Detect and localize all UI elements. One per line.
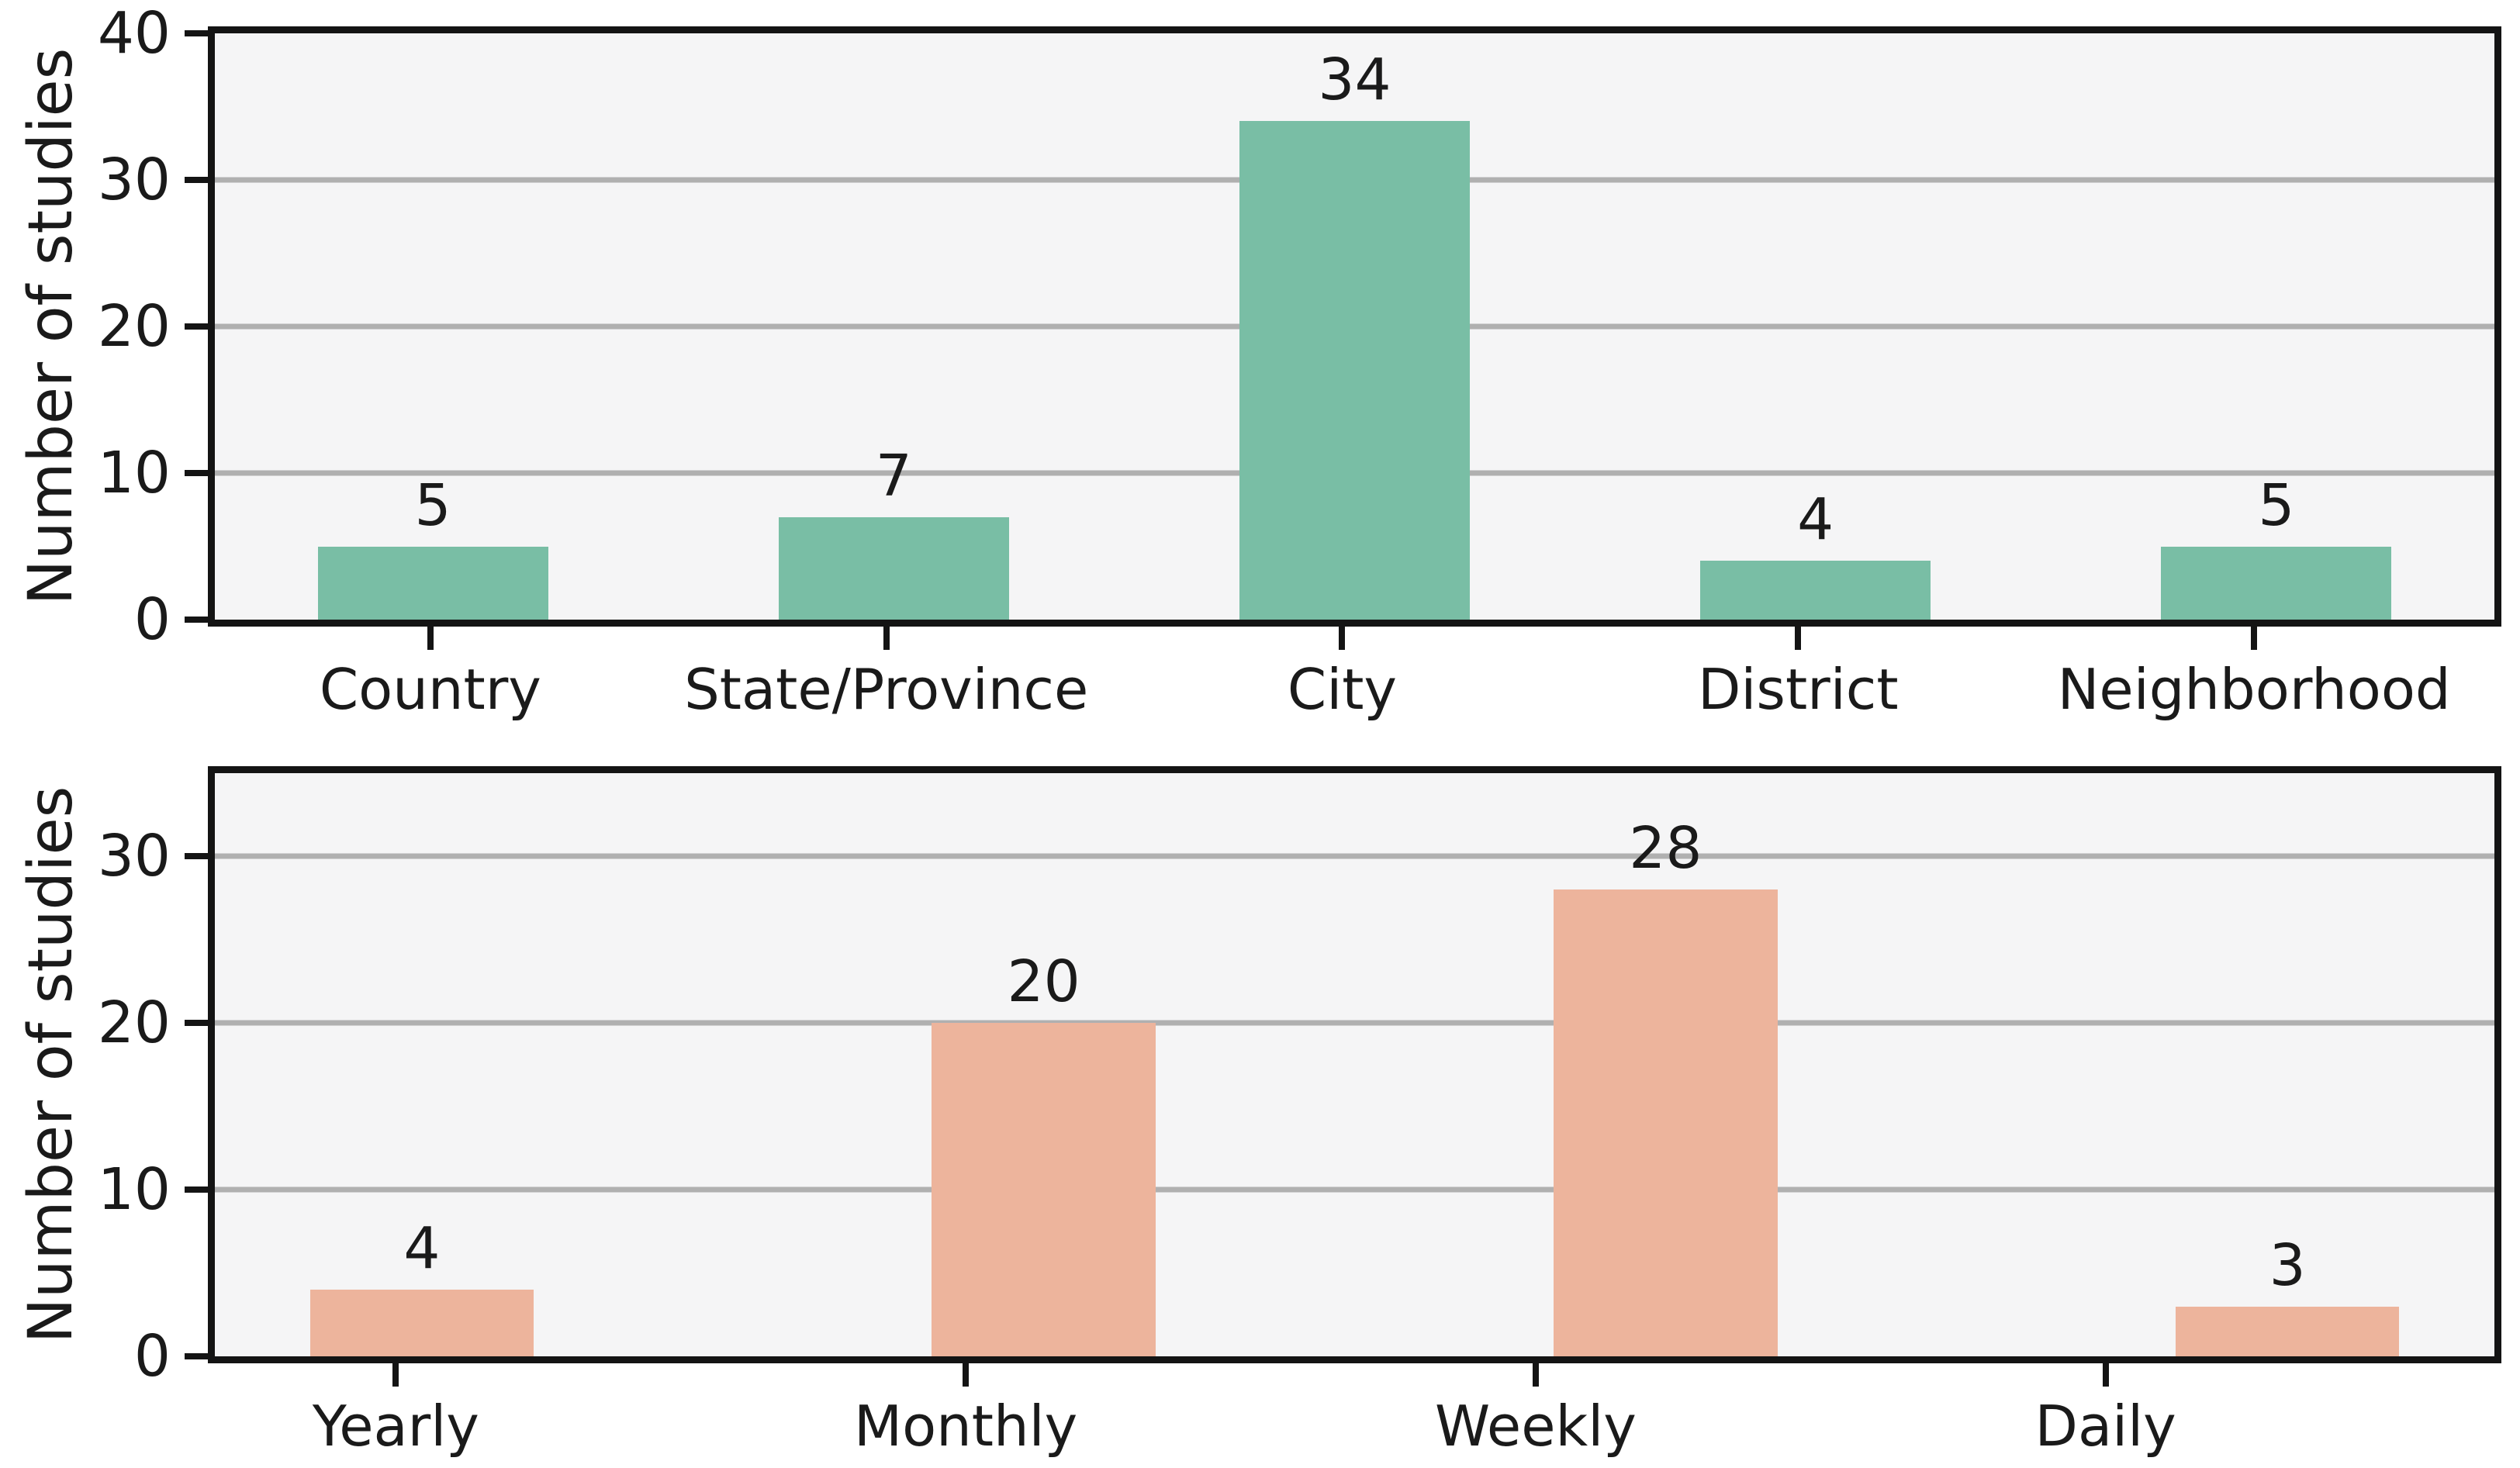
- x-tick-label: City: [1287, 657, 1398, 722]
- x-category: District: [1570, 627, 2026, 720]
- x-tick-label: Country: [319, 657, 541, 722]
- bar-city: [1239, 121, 1471, 620]
- bar-value-label: 7: [875, 442, 912, 509]
- x-axis: Country State/Province City District Neighbo…: [202, 627, 2482, 720]
- y-tick-mark: [185, 853, 208, 860]
- bar-weekly: [1554, 889, 1778, 1356]
- bar-value-label: 20: [1007, 948, 1080, 1016]
- y-tick-mark: [185, 1020, 208, 1027]
- plot-area: 5 7 34 4 5: [208, 26, 2501, 627]
- x-tick-label: Weekly: [1434, 1394, 1637, 1459]
- bar-slot: 28: [1355, 773, 1977, 1356]
- x-tick-mark: [427, 627, 434, 650]
- x-tick-label: Neighborhood: [2057, 657, 2451, 722]
- x-tick-mark: [1339, 627, 1346, 650]
- gridline: [215, 1020, 2494, 1026]
- bar-value-label: 28: [1629, 815, 1702, 883]
- x-tick-label: Daily: [2034, 1394, 2176, 1459]
- bar-state-province: [778, 516, 1009, 620]
- bar-slot: 5: [2046, 33, 2494, 620]
- x-tick-mark: [1795, 627, 1802, 650]
- bar-slot: 34: [1124, 33, 1585, 620]
- bar-slot: 3: [1976, 773, 2494, 1356]
- bar-daily: [2175, 1306, 2400, 1356]
- x-category: Weekly: [1251, 1363, 1821, 1456]
- bar-value-label: 3: [2269, 1231, 2306, 1299]
- y-tick-mark: [185, 470, 208, 476]
- y-tick-mark: [185, 30, 208, 36]
- bar-slot: 20: [733, 773, 1355, 1356]
- y-tick-mark: [185, 177, 208, 183]
- x-tick-label: State/Province: [684, 657, 1089, 722]
- x-tick-mark: [1532, 1363, 1539, 1387]
- y-axis: 0 10 20 30 40: [0, 5, 208, 648]
- y-tick-label: 40: [97, 0, 171, 67]
- bar-value-label: 4: [403, 1215, 441, 1283]
- bar-country: [317, 546, 548, 620]
- bar-value-label: 34: [1318, 47, 1391, 114]
- bar-slot: 4: [215, 773, 733, 1356]
- x-tick-label: Monthly: [853, 1394, 1078, 1459]
- y-tick-label: 10: [97, 440, 171, 506]
- y-tick-label: 10: [97, 1156, 171, 1224]
- bar-district: [1700, 561, 1931, 620]
- bar-slot: 4: [1585, 33, 2046, 620]
- x-tick-label: District: [1697, 657, 1899, 722]
- y-tick-mark: [185, 1186, 208, 1193]
- bar-value-label: 5: [414, 471, 451, 539]
- y-tick-label: 30: [97, 823, 171, 890]
- x-tick-label: Yearly: [312, 1394, 479, 1459]
- bar-neighborhood: [2161, 546, 2392, 620]
- x-category: Daily: [1820, 1363, 2390, 1456]
- bar-slots: 4 20 28 3: [215, 773, 2494, 1356]
- x-tick-mark: [2251, 627, 2258, 650]
- x-tick-mark: [2102, 1363, 2109, 1387]
- bar-monthly: [932, 1023, 1156, 1356]
- x-category: City: [1115, 627, 1571, 720]
- bar-slots: 5 7 34 4 5: [215, 33, 2494, 620]
- gridline: [215, 1186, 2494, 1193]
- y-axis: 0 10 20 30: [0, 773, 208, 1385]
- plot-area: 4 20 28 3: [208, 766, 2501, 1363]
- x-tick-mark: [392, 1363, 399, 1387]
- y-tick-label: 30: [97, 147, 171, 213]
- x-category: Monthly: [681, 1363, 1251, 1456]
- y-tick-mark: [185, 323, 208, 330]
- y-tick-label: 20: [97, 293, 171, 360]
- x-tick-mark: [963, 1363, 970, 1387]
- bar-yearly: [309, 1290, 534, 1356]
- y-tick-label: 0: [133, 1323, 171, 1390]
- bar-value-label: 4: [1797, 486, 1834, 554]
- y-tick-label: 0: [133, 586, 171, 653]
- y-tick-label: 20: [97, 990, 171, 1057]
- bar-slot: 7: [663, 33, 1124, 620]
- x-tick-mark: [883, 627, 890, 650]
- x-category: Yearly: [111, 1363, 681, 1456]
- x-axis: Yearly Monthly Weekly Daily: [111, 1363, 2390, 1456]
- y-tick-mark: [185, 1353, 208, 1359]
- y-tick-mark: [185, 617, 208, 623]
- bar-value-label: 5: [2258, 471, 2295, 539]
- x-category: Country: [202, 627, 659, 720]
- x-category: Neighborhood: [2026, 627, 2482, 720]
- gridline: [215, 853, 2494, 859]
- x-category: State/Province: [659, 627, 1115, 720]
- bar-slot: 5: [215, 33, 663, 620]
